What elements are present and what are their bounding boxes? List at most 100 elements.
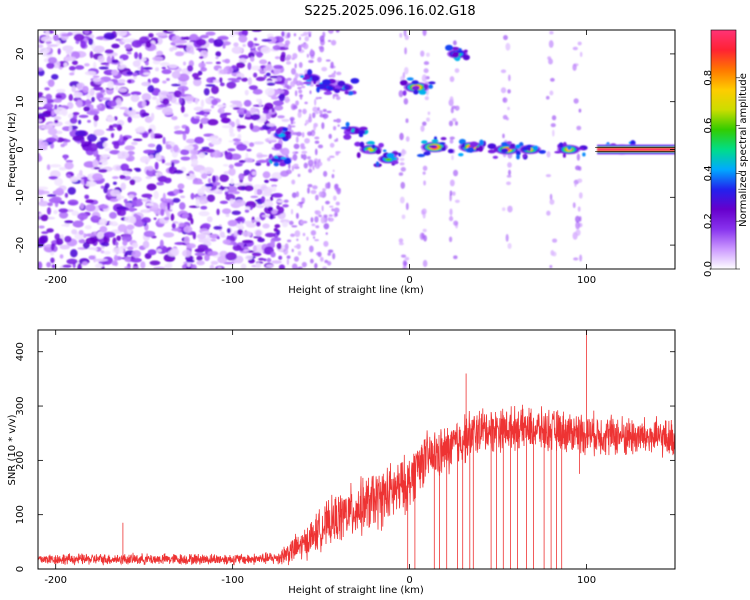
heatmap-cell xyxy=(403,30,407,37)
heatmap-cell xyxy=(331,208,335,212)
heatmap-cell xyxy=(314,148,318,156)
heatmap-cell xyxy=(211,99,218,106)
heatmap-cell xyxy=(111,176,119,180)
heatmap-cell xyxy=(82,85,89,94)
heatmap-cell xyxy=(451,155,454,161)
heatmap-cell xyxy=(152,56,164,62)
heatmap-cell xyxy=(164,208,169,215)
heatmap-cell xyxy=(506,181,512,186)
heatmap-cell xyxy=(298,89,303,94)
heatmap-cell xyxy=(126,51,132,55)
heatmap-cell xyxy=(294,230,301,238)
heatmap-cell xyxy=(193,106,204,112)
heatmap-cell xyxy=(567,145,572,151)
heatmap-cell xyxy=(123,198,128,204)
heatmap-cell xyxy=(509,143,516,148)
heatmap-cell xyxy=(259,59,268,65)
heatmap-cell xyxy=(242,231,252,237)
heatmap-cell xyxy=(507,242,512,249)
heatmap-cell xyxy=(334,88,341,94)
heatmap-cell xyxy=(223,261,235,265)
heatmap-cell xyxy=(119,106,128,110)
heatmap-cell xyxy=(276,205,280,210)
heatmap-cell xyxy=(404,34,410,41)
heatmap-cell xyxy=(204,183,214,187)
heatmap-cell xyxy=(109,221,113,225)
heatmap-cell xyxy=(420,125,425,132)
heatmap-cell xyxy=(58,208,69,213)
heatmap-cell xyxy=(217,266,222,269)
heatmap-cell xyxy=(503,34,508,41)
heatmap-cell xyxy=(127,79,132,84)
heatmap-cell xyxy=(199,200,206,205)
heatmap-cell xyxy=(193,78,202,87)
heatmap-cell xyxy=(38,140,45,148)
heatmap-cell xyxy=(271,208,278,215)
heatmap-cell xyxy=(321,79,331,86)
heatmap-cell xyxy=(319,113,326,118)
heatmap-cell xyxy=(116,235,121,241)
heatmap-cell xyxy=(265,64,273,72)
heatmap-cell xyxy=(545,95,550,100)
heatmap-cell xyxy=(391,160,399,165)
heatmap-cell xyxy=(548,40,554,48)
heatmap-cell xyxy=(440,137,447,141)
heatmap-cell xyxy=(155,135,163,139)
heatmap-cell xyxy=(76,99,83,108)
heatmap-cell xyxy=(572,63,577,71)
heatmap-cell xyxy=(319,110,323,115)
snr-y-tick-label: 300 xyxy=(15,396,26,415)
heatmap-cell xyxy=(343,130,352,135)
heatmap-cell xyxy=(177,183,185,190)
heatmap-cell xyxy=(55,39,61,46)
heatmap-cell xyxy=(150,112,155,121)
heatmap-cell xyxy=(575,221,581,230)
heatmap-cell xyxy=(255,221,261,227)
heatmap-cell xyxy=(281,118,290,122)
heatmap-cell xyxy=(261,38,273,42)
heatmap-cell xyxy=(315,84,320,87)
heatmap-cell xyxy=(54,119,59,124)
heatmap-cell xyxy=(280,156,287,160)
heatmap-cell xyxy=(262,110,269,114)
heatmap-cell xyxy=(286,255,291,259)
heatmap-cell xyxy=(312,165,315,171)
heatmap-cell xyxy=(168,94,173,102)
heatmap-cell xyxy=(272,89,285,94)
heatmap-cell xyxy=(274,56,281,60)
heatmap-cell xyxy=(302,232,306,237)
heatmap-cell xyxy=(38,225,45,229)
heatmap-cell xyxy=(129,216,137,224)
heatmap-cell xyxy=(47,44,51,53)
heatmap-cell xyxy=(183,36,191,40)
heatmap-cell xyxy=(38,261,43,269)
heatmap-cell xyxy=(99,137,109,142)
heatmap-cell xyxy=(107,100,118,107)
heatmap-cell xyxy=(173,188,180,195)
heatmap-cell xyxy=(111,260,118,266)
heatmap-cell xyxy=(294,90,298,97)
heatmap-cell xyxy=(220,117,231,124)
heatmap-cell xyxy=(241,240,254,244)
heatmap-cell xyxy=(132,138,143,142)
heatmap-cell xyxy=(229,126,234,135)
heatmap-cell xyxy=(286,239,292,243)
heatmap-cell xyxy=(467,146,475,153)
heatmap-cell xyxy=(578,166,582,171)
heatmap-cell xyxy=(298,201,305,204)
heatmap-cell xyxy=(215,61,221,65)
heatmap-cell xyxy=(274,224,281,229)
heatmap-cell xyxy=(112,247,124,254)
heatmap-cell xyxy=(248,142,255,147)
heatmap-cell xyxy=(487,143,497,150)
heatmap-cell xyxy=(286,77,292,81)
heatmap-cell xyxy=(300,34,305,37)
heatmap-cell xyxy=(295,212,299,219)
heatmap-cell xyxy=(198,210,210,217)
heatmap-cell xyxy=(477,145,484,152)
heatmap-cell xyxy=(301,85,306,89)
heatmap-cell xyxy=(156,181,165,186)
heatmap-cell xyxy=(226,81,237,89)
heatmap-cell xyxy=(45,137,57,143)
heatmap-cell xyxy=(295,100,300,106)
